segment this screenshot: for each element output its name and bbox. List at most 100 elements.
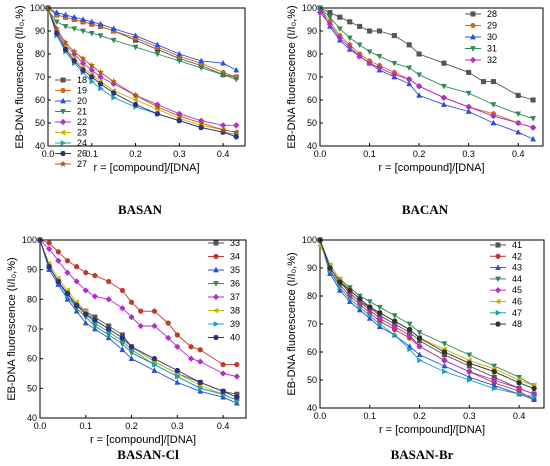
data-point-31 [406,65,413,72]
data-point-32 [316,9,324,16]
chart-bacan: 0.0 0.1 0.2 0.3 0.4 40 50 60 70 80 90 100 r = [compo… [286,3,544,217]
data-point-48 [356,296,363,302]
data-point-48 [441,349,448,355]
data-point-37 [151,322,158,330]
series-40 [37,237,240,400]
legend-marker [60,87,66,94]
data-point-34 [220,361,226,368]
data-point-31 [530,116,537,122]
series-43 [317,236,537,402]
y-tick-label: 60 [27,354,37,364]
data-point-28 [357,23,363,29]
x-tick-label: 0.2 [413,411,426,421]
y-tick-label: 80 [35,49,45,59]
series-41 [317,237,537,397]
data-point-37 [219,370,227,377]
x-tick-label: 0.0 [314,411,327,421]
data-point-37 [105,296,112,303]
y-tick-label: 80 [307,291,317,301]
data-point-24 [98,85,104,92]
legend-marker [470,46,476,52]
data-point-30 [465,108,472,114]
data-point-27 [175,112,183,120]
data-point-28 [480,79,487,85]
y-tick-label: 100 [302,3,317,13]
data-point-32 [326,20,334,28]
series-30 [317,4,537,142]
data-point-37 [174,343,181,351]
data-point-35 [174,379,181,385]
data-point-39 [152,361,158,368]
data-point-27 [132,91,140,99]
data-point-24 [89,78,96,85]
data-point-45 [376,315,383,322]
data-point-34 [106,278,112,285]
legend-label-31: 31 [487,44,497,54]
series-24 [45,5,240,138]
data-point-34 [188,344,194,350]
data-point-47 [377,321,384,327]
x-tick-label: 0.4 [217,421,230,431]
data-point-31 [416,72,423,78]
data-point-37 [164,334,172,342]
data-point-28 [515,92,521,98]
series-line-33 [39,239,237,395]
data-point-26 [97,81,104,87]
data-point-39 [175,373,181,380]
series-21 [45,7,240,83]
series-line-48 [319,239,535,389]
data-point-47 [491,385,498,392]
data-point-34 [119,287,126,294]
legend-label-24: 24 [77,138,87,148]
data-point-35 [82,319,89,326]
data-point-20 [220,59,227,66]
data-point-44 [376,304,383,311]
data-point-32 [356,53,363,60]
data-point-47 [407,346,413,353]
data-point-20 [97,20,104,27]
x-tick-label: 0.0 [34,421,47,431]
series-line-42 [319,239,535,400]
data-point-34 [73,264,80,270]
data-point-44 [366,299,373,305]
data-point-26 [80,67,86,73]
chart-basan: 0.0 0.1 0.2 0.3 0.4 40 50 60 70 80 90 100 r = [compo… [14,3,246,217]
data-point-20 [132,32,139,38]
series-line-39 [39,239,237,401]
data-point-47 [442,368,448,375]
legend-marker [59,118,67,126]
data-point-30 [440,101,447,107]
legend-marker [494,286,502,294]
data-point-21 [53,19,60,26]
data-point-28 [376,28,383,34]
chart-title: BASAN-Cl [117,447,179,462]
legend-label-20: 20 [77,96,87,106]
x-axis-label: r = [compound]/[DNA] [90,434,196,446]
x-tick-label: 0.2 [129,149,142,159]
data-point-44 [416,330,423,336]
legend-marker [470,33,476,40]
data-point-32 [514,119,522,127]
series-line-36 [39,239,237,401]
data-point-40 [233,394,240,400]
data-point-47 [367,312,374,319]
x-tick-label: 0.4 [217,149,230,159]
data-point-23 [132,97,138,103]
legend-label-21: 21 [77,107,87,117]
legend-marker [213,240,219,246]
data-point-44 [391,313,398,319]
data-point-22 [233,122,240,129]
series-32 [316,9,537,131]
legend-label-32: 32 [487,55,497,65]
x-axis-label: r = [compound]/[DNA] [93,162,199,174]
data-point-27 [70,48,78,55]
legend-marker [60,97,66,104]
legend-label-40: 40 [230,333,240,343]
data-point-44 [441,341,448,347]
data-point-31 [391,60,398,67]
data-point-28 [327,10,333,16]
data-point-31 [336,26,343,32]
data-point-37 [128,313,135,321]
legend-label-47: 47 [512,308,522,318]
